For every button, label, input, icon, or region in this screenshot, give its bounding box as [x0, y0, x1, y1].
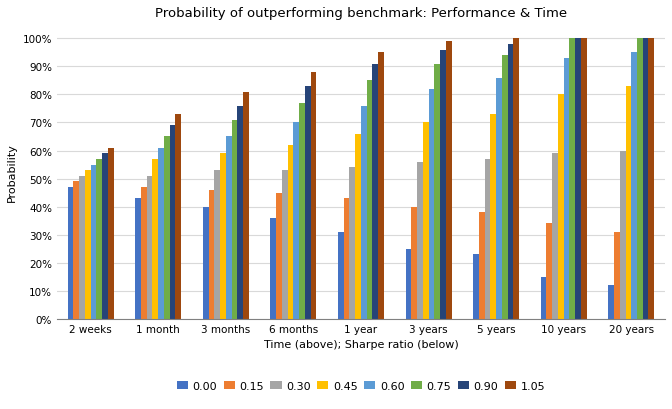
Bar: [214, 171, 220, 319]
Bar: [170, 126, 175, 319]
Bar: [496, 79, 502, 319]
Bar: [68, 187, 73, 319]
Bar: [620, 151, 626, 319]
Bar: [96, 160, 102, 319]
Bar: [581, 39, 587, 319]
Bar: [479, 213, 485, 319]
Bar: [507, 45, 513, 319]
Bar: [355, 134, 361, 319]
Bar: [473, 255, 479, 319]
Bar: [73, 182, 79, 319]
Bar: [294, 123, 299, 319]
Bar: [108, 148, 114, 319]
Bar: [608, 285, 614, 319]
Bar: [637, 39, 642, 319]
Bar: [146, 176, 153, 319]
Bar: [164, 137, 170, 319]
Bar: [491, 115, 496, 319]
Bar: [417, 162, 423, 319]
Bar: [135, 199, 141, 319]
Bar: [153, 160, 158, 319]
Bar: [378, 53, 384, 319]
Bar: [367, 81, 372, 319]
Bar: [361, 106, 367, 319]
Bar: [102, 154, 108, 319]
Bar: [338, 232, 343, 319]
Bar: [502, 56, 507, 319]
Bar: [220, 154, 226, 319]
Bar: [276, 193, 282, 319]
Bar: [208, 190, 214, 319]
Bar: [175, 115, 181, 319]
Y-axis label: Probability: Probability: [7, 143, 17, 202]
Bar: [558, 95, 564, 319]
Bar: [575, 39, 581, 319]
Bar: [141, 187, 146, 319]
Bar: [158, 148, 164, 319]
Bar: [299, 103, 305, 319]
Bar: [552, 154, 558, 319]
Bar: [446, 42, 452, 319]
Bar: [434, 64, 440, 319]
Bar: [546, 224, 552, 319]
Bar: [564, 59, 569, 319]
Bar: [411, 207, 417, 319]
Bar: [232, 120, 237, 319]
Bar: [85, 171, 91, 319]
Bar: [626, 87, 631, 319]
Title: Probability of outperforming benchmark: Performance & Time: Probability of outperforming benchmark: …: [155, 7, 567, 20]
Bar: [243, 92, 249, 319]
Bar: [305, 87, 310, 319]
Bar: [343, 199, 349, 319]
Bar: [270, 218, 276, 319]
Bar: [541, 277, 546, 319]
Bar: [406, 249, 411, 319]
Bar: [569, 39, 575, 319]
Legend: 0.00, 0.15, 0.30, 0.45, 0.60, 0.75, 0.90, 1.05: 0.00, 0.15, 0.30, 0.45, 0.60, 0.75, 0.90…: [173, 378, 548, 394]
Bar: [91, 165, 96, 319]
Bar: [423, 123, 429, 319]
Bar: [203, 207, 208, 319]
Bar: [79, 176, 85, 319]
Bar: [372, 64, 378, 319]
Bar: [237, 106, 243, 319]
X-axis label: Time (above); Sharpe ratio (below): Time (above); Sharpe ratio (below): [263, 339, 458, 349]
Bar: [288, 146, 294, 319]
Bar: [631, 53, 637, 319]
Bar: [349, 168, 355, 319]
Bar: [310, 73, 317, 319]
Bar: [614, 232, 620, 319]
Bar: [648, 39, 655, 319]
Bar: [485, 160, 491, 319]
Bar: [429, 90, 434, 319]
Bar: [282, 171, 288, 319]
Bar: [226, 137, 232, 319]
Bar: [642, 39, 648, 319]
Bar: [513, 39, 519, 319]
Bar: [440, 50, 446, 319]
